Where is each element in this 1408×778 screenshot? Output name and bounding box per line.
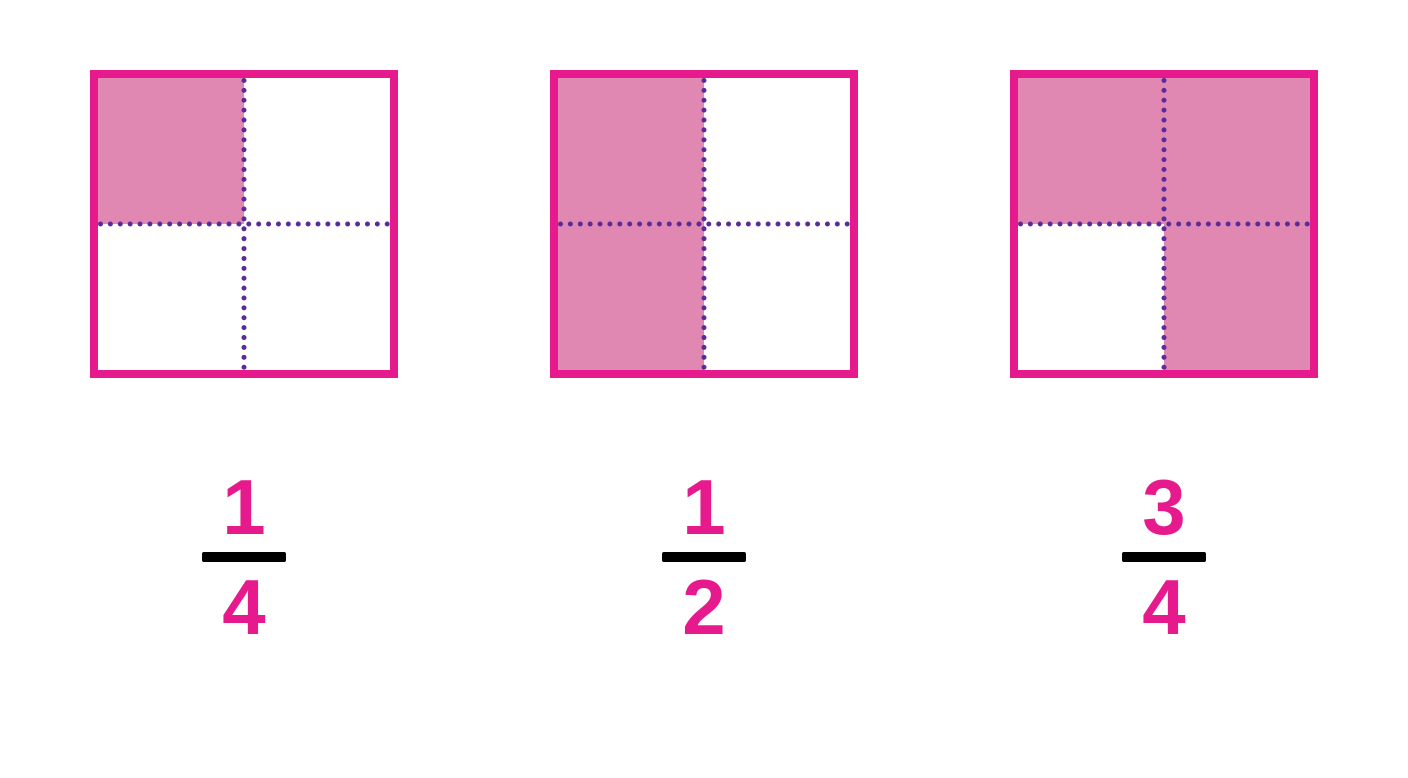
square-2-quadrant-tr xyxy=(704,78,850,224)
fraction-1: 1 4 xyxy=(202,468,286,646)
fraction-3: 3 4 xyxy=(1122,468,1206,646)
fraction-1-bar xyxy=(202,552,286,562)
diagram-container: 1 4 1 2 xyxy=(0,0,1408,646)
square-2-box xyxy=(550,70,858,378)
fraction-1-numerator: 1 xyxy=(222,468,265,546)
fraction-panel-1: 1 4 xyxy=(90,70,398,646)
fraction-3-denominator: 4 xyxy=(1142,568,1185,646)
square-1-quadrant-br xyxy=(244,224,390,370)
fraction-2-bar xyxy=(662,552,746,562)
square-1-quadrant-bl xyxy=(98,224,244,370)
square-3-quadrant-br xyxy=(1164,224,1310,370)
square-2-quadrant-bl xyxy=(558,224,704,370)
square-1-quadrant-tr xyxy=(244,78,390,224)
square-2 xyxy=(550,70,858,378)
fraction-2: 1 2 xyxy=(662,468,746,646)
square-3 xyxy=(1010,70,1318,378)
fraction-1-denominator: 4 xyxy=(222,568,265,646)
square-2-divider-v xyxy=(702,78,707,370)
fraction-2-denominator: 2 xyxy=(682,568,725,646)
fraction-panel-3: 3 4 xyxy=(1010,70,1318,646)
square-1-box xyxy=(90,70,398,378)
square-3-divider-v xyxy=(1162,78,1167,370)
fraction-2-numerator: 1 xyxy=(682,468,725,546)
square-2-quadrant-tl xyxy=(558,78,704,224)
square-2-quadrant-br xyxy=(704,224,850,370)
square-3-box xyxy=(1010,70,1318,378)
square-1-quadrant-tl xyxy=(98,78,244,224)
square-3-quadrant-bl xyxy=(1018,224,1164,370)
fraction-3-numerator: 3 xyxy=(1142,468,1185,546)
square-1 xyxy=(90,70,398,378)
fraction-panel-2: 1 2 xyxy=(550,70,858,646)
square-3-quadrant-tr xyxy=(1164,78,1310,224)
fraction-3-bar xyxy=(1122,552,1206,562)
square-1-divider-v xyxy=(242,78,247,370)
square-3-quadrant-tl xyxy=(1018,78,1164,224)
